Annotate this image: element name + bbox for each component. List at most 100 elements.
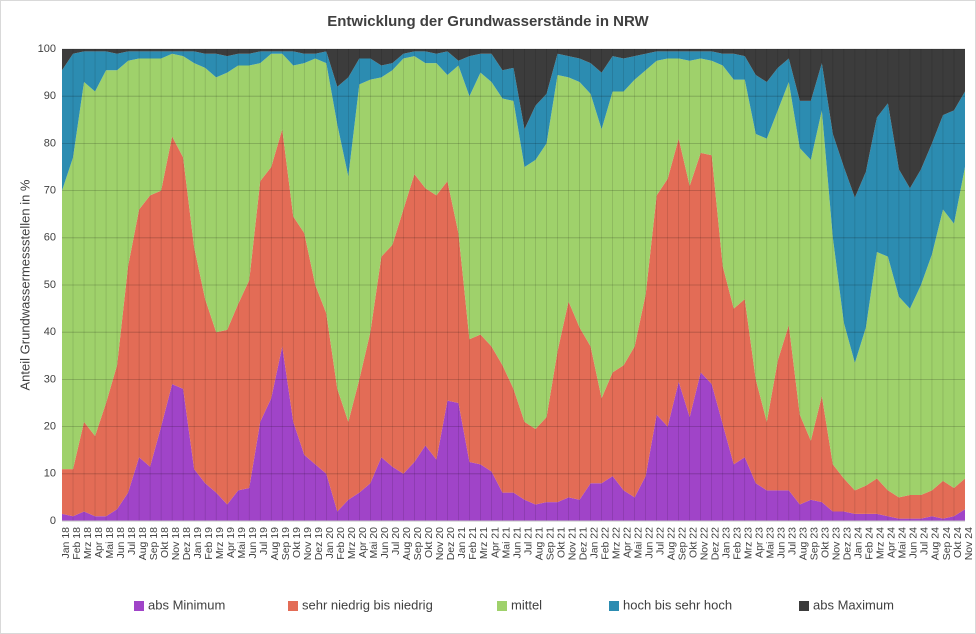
legend-swatch [497,601,507,611]
x-tick-label: Jan 22 [588,527,600,559]
y-tick-label: 30 [44,373,56,385]
legend-swatch [799,601,809,611]
y-tick-label: 70 [44,185,56,197]
x-tick-label: Dez 20 [445,527,457,560]
x-tick-label: Okt 23 [820,527,832,558]
x-tick-label: Sep 18 [148,527,160,560]
x-tick-label: Apr 19 [225,527,237,558]
x-tick-label: Okt 22 [687,527,699,558]
y-tick-label: 100 [38,43,56,55]
x-tick-label: Mai 22 [632,527,644,559]
x-tick-label: Jan 19 [192,527,204,559]
x-tick-label: Mai 18 [104,527,116,559]
legend-swatch [288,601,298,611]
x-tick-label: Apr 23 [754,527,766,558]
x-tick-label: Jan 23 [721,527,733,559]
x-tick-label: Nov 21 [566,527,578,560]
legend-label: hoch bis sehr hoch [623,597,732,612]
area [62,53,965,498]
x-tick-label: Jul 20 [390,527,402,555]
x-tick-label: Feb 18 [71,527,83,560]
legend-label: mittel [511,597,542,612]
x-tick-label: Apr 18 [93,527,105,558]
y-tick-label: 60 [44,232,56,244]
x-tick-label: Feb 23 [732,527,744,560]
x-tick-label: Aug 22 [665,527,677,560]
x-tick-label: Jul 18 [126,527,138,555]
x-tick-label: Okt 24 [952,527,964,558]
x-tick-label: Nov 18 [170,527,182,560]
x-tick-label: Dez 19 [313,527,325,560]
x-tick-label: Dez 18 [181,527,193,560]
x-tick-label: Aug 19 [269,527,281,560]
x-tick-label: Okt 18 [159,527,171,558]
x-tick-label: Feb 22 [599,527,611,560]
x-tick-label: Apr 20 [357,527,369,558]
y-tick-label: 20 [44,421,56,433]
x-tick-label: Okt 19 [291,527,303,558]
x-tick-label: Apr 21 [489,527,501,558]
x-tick-label: Mrz 22 [610,527,622,559]
y-axis-title: Anteil Grundwassermessstellen in % [17,179,32,390]
x-tick-label: Dez 22 [710,527,722,560]
x-tick-label: Feb 20 [335,527,347,560]
x-tick-label: Mrz 18 [82,527,94,559]
x-tick-label: Sep 24 [941,527,953,560]
x-tick-label: Mai 23 [765,527,777,559]
x-tick-label: Apr 22 [621,527,633,558]
x-tick-label: Nov 19 [302,527,314,560]
x-tick-label: Jun 22 [643,527,655,559]
x-tick-label: Mrz 24 [875,527,887,559]
x-tick-label: Jul 21 [522,527,534,555]
x-tick-label: Sep 23 [809,527,821,560]
x-tick-label: Jun 23 [776,527,788,559]
x-tick-label: Mai 21 [500,527,512,559]
x-tick-label: Jul 19 [258,527,270,555]
legend-swatch [134,601,144,611]
x-tick-label: Nov 20 [434,527,446,560]
x-tick-label: Jan 24 [853,527,865,559]
x-tick-label: Okt 21 [555,527,567,558]
y-tick-label: 40 [44,326,56,338]
x-tick-label: Okt 20 [423,527,435,558]
x-tick-label: Dez 23 [842,527,854,560]
legend-swatch [609,601,619,611]
x-tick-label: Jun 20 [379,527,391,559]
x-tick-label: Jul 22 [654,527,666,555]
x-tick-label: Jan 21 [456,527,468,559]
x-tick-label: Jan 20 [324,527,336,559]
legend-label: sehr niedrig bis niedrig [302,597,433,612]
y-tick-label: 10 [44,468,56,480]
x-tick-label: Dez 21 [577,527,589,560]
x-tick-label: Jul 24 [919,527,931,555]
area [62,346,965,521]
x-tick-label: Apr 24 [886,527,898,558]
x-tick-label: Jun 24 [908,527,920,559]
x-tick-label: Nov 22 [698,527,710,560]
x-tick-label: Mai 20 [368,527,380,559]
x-tick-label: Mrz 19 [214,527,226,559]
x-tick-label: Nov 24 [963,527,975,560]
legend-label: abs Maximum [813,597,894,612]
x-tick-label: Aug 23 [798,527,810,560]
y-tick-label: 0 [50,515,56,527]
x-tick-label: Nov 23 [831,527,843,560]
x-tick-label: Feb 19 [203,527,215,560]
x-tick-label: Jan 18 [60,527,72,559]
x-tick-label: Sep 22 [676,527,688,560]
x-tick-label: Jul 23 [787,527,799,555]
x-tick-label: Mrz 23 [743,527,755,559]
x-tick-label: Jun 21 [511,527,523,559]
x-tick-label: Aug 18 [137,527,149,560]
x-tick-label: Sep 20 [412,527,424,560]
y-tick-label: 50 [44,279,56,291]
chart-title: Entwicklung der Grundwasserstände in NRW [327,13,649,30]
x-tick-label: Sep 19 [280,527,292,560]
x-tick-label: Mai 24 [897,527,909,559]
x-tick-label: Mrz 20 [346,527,358,559]
x-tick-label: Aug 24 [930,527,942,560]
x-tick-label: Jun 18 [115,527,127,559]
y-tick-label: 90 [44,90,56,102]
x-tick-label: Jun 19 [247,527,259,559]
